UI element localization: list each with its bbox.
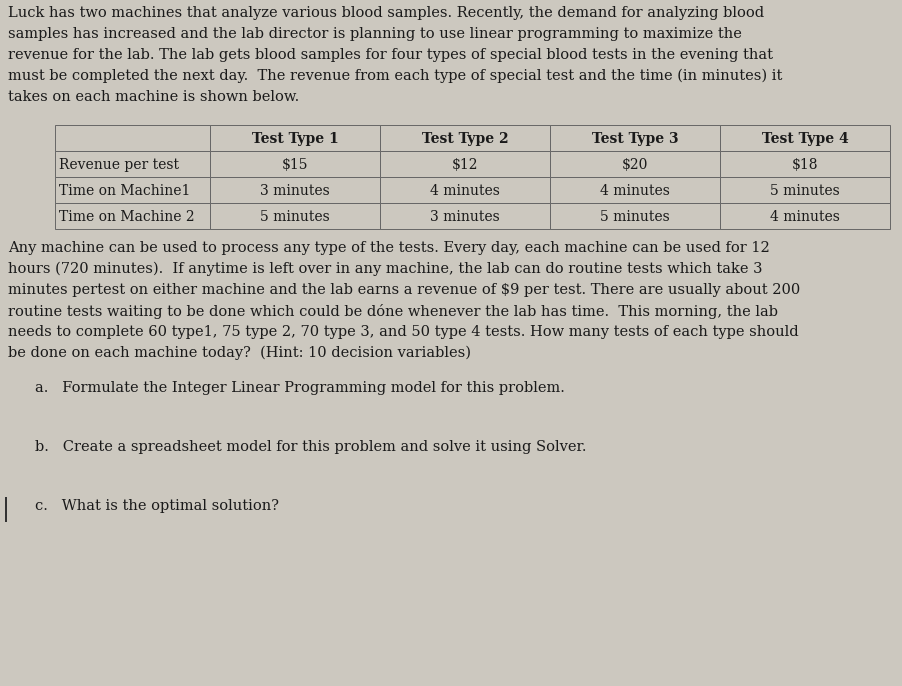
Text: $18: $18 xyxy=(791,158,817,172)
Text: Test Type 3: Test Type 3 xyxy=(591,132,677,146)
Text: samples has increased and the lab director is planning to use linear programming: samples has increased and the lab direct… xyxy=(8,27,741,41)
Text: takes on each machine is shown below.: takes on each machine is shown below. xyxy=(8,90,299,104)
Text: 4 minutes: 4 minutes xyxy=(429,184,500,198)
Text: routine tests waiting to be done which could be dóne whenever the lab has time. : routine tests waiting to be done which c… xyxy=(8,304,778,319)
Text: Test Type 4: Test Type 4 xyxy=(760,132,848,146)
Text: 4 minutes: 4 minutes xyxy=(769,210,839,224)
Text: be done on each machine today?  (Hint: 10 decision variables): be done on each machine today? (Hint: 10… xyxy=(8,346,471,360)
Text: needs to complete 60 type1, 75 type 2, 70 type 3, and 50 type 4 tests. How many : needs to complete 60 type1, 75 type 2, 7… xyxy=(8,325,797,339)
Text: Test Type 1: Test Type 1 xyxy=(252,132,338,146)
Text: Time on Machine 2: Time on Machine 2 xyxy=(59,210,195,224)
Text: b.   Create a spreadsheet model for this problem and solve it using Solver.: b. Create a spreadsheet model for this p… xyxy=(35,440,586,454)
Text: revenue for the lab. The lab gets blood samples for four types of special blood : revenue for the lab. The lab gets blood … xyxy=(8,48,772,62)
Text: a.   Formulate the Integer Linear Programming model for this problem.: a. Formulate the Integer Linear Programm… xyxy=(35,381,565,395)
Text: Time on Machine1: Time on Machine1 xyxy=(59,184,190,198)
Text: $20: $20 xyxy=(621,158,648,172)
Text: 3 minutes: 3 minutes xyxy=(429,210,500,224)
Text: 4 minutes: 4 minutes xyxy=(600,184,669,198)
Text: $15: $15 xyxy=(281,158,308,172)
Text: Any machine can be used to process any type of the tests. Every day, each machin: Any machine can be used to process any t… xyxy=(8,241,769,255)
Text: Luck has two machines that analyze various blood samples. Recently, the demand f: Luck has two machines that analyze vario… xyxy=(8,6,763,20)
Text: c.   What is the optimal solution?: c. What is the optimal solution? xyxy=(35,499,279,512)
Text: 3 minutes: 3 minutes xyxy=(260,184,329,198)
Text: Revenue per test: Revenue per test xyxy=(59,158,179,172)
Text: Test Type 2: Test Type 2 xyxy=(421,132,508,146)
Text: must be completed the next day.  The revenue from each type of special test and : must be completed the next day. The reve… xyxy=(8,69,781,84)
Text: minutes pertest on either machine and the lab earns a revenue of $9 per test. Th: minutes pertest on either machine and th… xyxy=(8,283,799,297)
Text: $12: $12 xyxy=(451,158,478,172)
Text: 5 minutes: 5 minutes xyxy=(260,210,329,224)
Text: 5 minutes: 5 minutes xyxy=(769,184,839,198)
Text: hours (720 minutes).  If anytime is left over in any machine, the lab can do rou: hours (720 minutes). If anytime is left … xyxy=(8,262,761,276)
Text: 5 minutes: 5 minutes xyxy=(600,210,669,224)
